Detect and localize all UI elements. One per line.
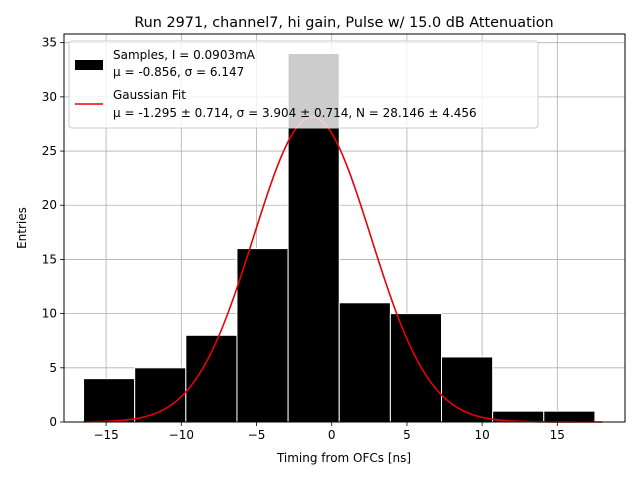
legend-fit-line2: μ = -1.295 ± 0.714, σ = 3.904 ± 0.714, N…	[113, 106, 477, 120]
histogram-bar-9	[543, 410, 596, 423]
histogram-bar-6	[389, 313, 443, 423]
histogram-bar-0	[83, 378, 136, 423]
legend-box	[68, 40, 539, 129]
x-tick-label-6: 15	[550, 428, 565, 442]
y-tick-label-2: 10	[42, 307, 57, 321]
x-tick-label-3: 0	[328, 428, 336, 442]
y-tick-label-0: 0	[49, 415, 57, 429]
y-axis-ticks: 0 5 10 15 20 25 30 35	[42, 36, 64, 429]
x-tick-label-2: −5	[248, 428, 266, 442]
legend-fit-line1: Gaussian Fit	[113, 88, 186, 102]
histogram-bar-7	[441, 356, 494, 423]
histogram-bar-1	[134, 367, 187, 423]
plot-frame	[63, 33, 626, 423]
y-tick-label-7: 35	[42, 36, 57, 50]
legend-samples-line2: μ = -0.856, σ = 6.147	[113, 65, 244, 79]
x-tick-label-0: −15	[93, 428, 118, 442]
y-tick-label-1: 5	[49, 361, 57, 375]
x-axis-label: Timing from OFCs [ns]	[276, 451, 411, 465]
legend-samples-line1: Samples, I = 0.0903mA	[113, 48, 256, 62]
y-tick-label-4: 20	[42, 198, 57, 212]
x-tick-label-1: −10	[169, 428, 194, 442]
y-tick-label-6: 30	[42, 90, 57, 104]
y-tick-label-5: 25	[42, 144, 57, 158]
y-axis-label: Entries	[15, 207, 29, 249]
x-tick-label-5: 10	[474, 428, 489, 442]
y-tick-label-3: 15	[42, 252, 57, 266]
legend-samples-swatch	[75, 60, 103, 70]
gaussian-fit-curve	[83, 116, 603, 423]
histogram-bar-5	[338, 302, 391, 423]
x-tick-label-4: 5	[403, 428, 411, 442]
chart-title: Run 2971, channel7, hi gain, Pulse w/ 15…	[134, 15, 553, 31]
legend: Samples, I = 0.0903mA μ = -0.856, σ = 6.…	[68, 40, 539, 129]
x-axis-ticks: −15 −10 −5 0 5 10 15	[93, 422, 565, 442]
histogram-bar-2	[185, 334, 238, 423]
histogram-bar-3	[236, 248, 289, 423]
